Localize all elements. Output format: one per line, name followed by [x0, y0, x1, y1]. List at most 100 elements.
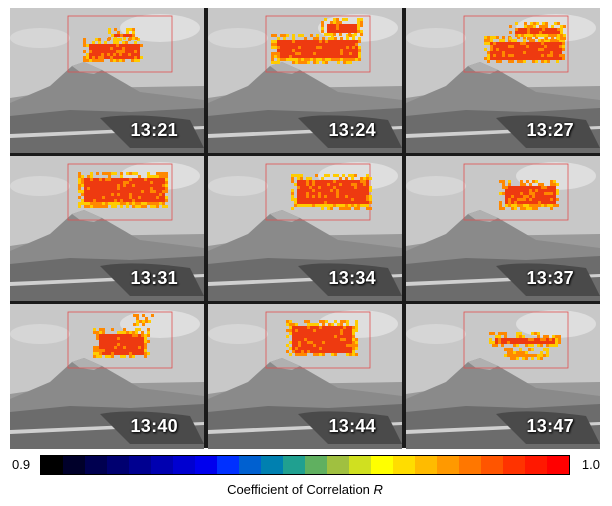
plume-cell [346, 61, 349, 64]
plume-cell [310, 341, 313, 344]
plume-cell [345, 24, 348, 27]
plume-cell [165, 190, 168, 193]
plume-cell [298, 329, 301, 332]
plume-cell [328, 338, 331, 341]
plume-cell [517, 54, 520, 57]
plume-cell [325, 344, 328, 347]
plume-cell [544, 192, 547, 195]
plume-cell [547, 39, 550, 42]
plume-cell [140, 44, 143, 47]
plume-cell [340, 350, 343, 353]
plume-cell [300, 204, 303, 207]
plume-cell [162, 205, 165, 208]
plume-cell [87, 187, 90, 190]
plume-cell [544, 60, 547, 63]
plume-cell [360, 24, 363, 27]
plume-cell [90, 178, 93, 181]
roi-box [265, 15, 371, 73]
plume-cell [553, 195, 556, 198]
plume-cell [325, 329, 328, 332]
plume-cell [289, 341, 292, 344]
plume-cell [289, 40, 292, 43]
plume-cell [529, 54, 532, 57]
plume-cell [313, 341, 316, 344]
plume-cell [111, 172, 114, 175]
plume-cell [141, 334, 144, 337]
plume-cell [141, 337, 144, 340]
plume-cell [324, 18, 327, 21]
plume-cell [95, 56, 98, 59]
plume-cell [96, 178, 99, 181]
plume-cell [334, 37, 337, 40]
plume-cell [318, 183, 321, 186]
plume-cell [134, 44, 137, 47]
plume-cell [343, 344, 346, 347]
plume-cell [547, 54, 550, 57]
plume-cell [553, 192, 556, 195]
plume-cell [297, 198, 300, 201]
plume-cell [90, 202, 93, 205]
plume-cell [93, 352, 96, 355]
plume-cell [333, 30, 336, 33]
plume-cell [110, 56, 113, 59]
colorbar-swatch [415, 456, 437, 474]
plume-cell [274, 46, 277, 49]
plume-cell [153, 199, 156, 202]
plume-cell [550, 189, 553, 192]
plume-cell [114, 172, 117, 175]
plume-cell [349, 326, 352, 329]
plume-cell [349, 353, 352, 356]
plume-cell [520, 186, 523, 189]
plume-cell [349, 46, 352, 49]
plume-cell [324, 195, 327, 198]
plume-cell [99, 178, 102, 181]
plume-cell [523, 207, 526, 210]
plume-cell [307, 43, 310, 46]
plume-cell [563, 25, 566, 28]
plume-cell [348, 192, 351, 195]
plume-cell [132, 343, 135, 346]
plume-cell [538, 183, 541, 186]
plume-cell [87, 193, 90, 196]
plume-cell [330, 180, 333, 183]
plume-cell [86, 53, 89, 56]
plume-cell [536, 22, 539, 25]
plume-cell [509, 31, 512, 34]
plume-cell [331, 338, 334, 341]
plume-cell [120, 202, 123, 205]
plume-cell [102, 193, 105, 196]
plume-cell [544, 189, 547, 192]
plume-cell [528, 338, 531, 341]
plume-cell [511, 51, 514, 54]
plume-cell [298, 338, 301, 341]
plume-cell [331, 347, 334, 350]
plume-cell [87, 205, 90, 208]
plume-cell [313, 49, 316, 52]
plume-cell [352, 58, 355, 61]
plume-cell [519, 348, 522, 351]
plume-cell [144, 202, 147, 205]
plume-cell [301, 347, 304, 350]
plume-cell [324, 174, 327, 177]
plume-cell [322, 40, 325, 43]
plume-cell [99, 202, 102, 205]
plume-cell [553, 51, 556, 54]
plume-cell [132, 190, 135, 193]
plume-cell [499, 48, 502, 51]
plume-cell [363, 201, 366, 204]
plume-cell [292, 341, 295, 344]
plume-cell [526, 198, 529, 201]
plume-cell [328, 347, 331, 350]
plume-cell [538, 201, 541, 204]
plume-cell [346, 353, 349, 356]
plume-cell [132, 349, 135, 352]
plume-cell [340, 37, 343, 40]
plume-cell [316, 350, 319, 353]
plume-cell [117, 34, 120, 37]
plume-cell [131, 44, 134, 47]
frame-time-label: 13:37 [526, 268, 574, 288]
plume-cell [93, 196, 96, 199]
plume-cell [307, 55, 310, 58]
plume-cell [555, 341, 558, 344]
plume-cell [511, 45, 514, 48]
